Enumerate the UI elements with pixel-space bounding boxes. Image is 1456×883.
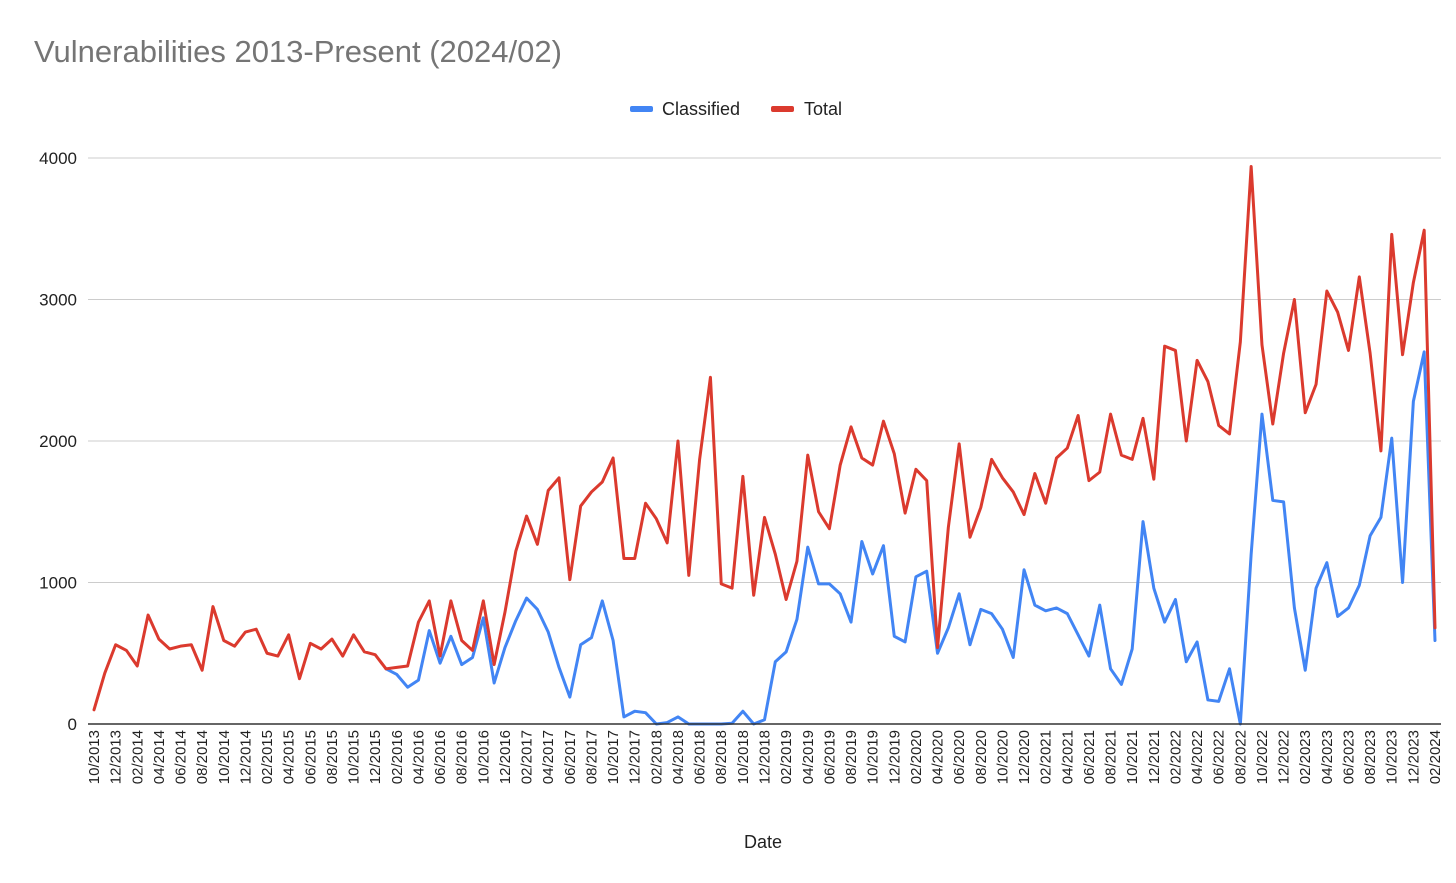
x-tick-label: 08/2021 bbox=[1103, 730, 1120, 784]
x-tick-label: 10/2021 bbox=[1124, 730, 1141, 784]
x-tick-label: 10/2022 bbox=[1254, 730, 1271, 784]
x-tick-label: 02/2016 bbox=[389, 730, 406, 784]
x-tick-label: 12/2015 bbox=[367, 730, 384, 784]
legend-label-total: Total bbox=[804, 99, 842, 119]
series-line-total[interactable] bbox=[92, 164, 1437, 712]
x-tick-label: 02/2018 bbox=[648, 730, 665, 784]
x-tick-label: 08/2014 bbox=[194, 730, 211, 784]
x-tick-label: 06/2022 bbox=[1211, 730, 1228, 784]
x-tick-label: 02/2024 bbox=[1427, 730, 1444, 784]
x-tick-label: 04/2015 bbox=[281, 730, 298, 784]
x-tick-label: 08/2015 bbox=[324, 730, 341, 784]
x-tick-label: 12/2022 bbox=[1276, 730, 1293, 784]
x-tick-label: 10/2014 bbox=[216, 730, 233, 784]
x-tick-label: 06/2015 bbox=[302, 730, 319, 784]
x-tick-label: 08/2020 bbox=[973, 730, 990, 784]
x-tick-label: 02/2020 bbox=[908, 730, 925, 784]
x-tick-label: 12/2018 bbox=[757, 730, 774, 784]
x-tick-label: 04/2021 bbox=[1059, 730, 1076, 784]
y-tick-label: 2000 bbox=[39, 432, 77, 451]
legend-label-classified: Classified bbox=[662, 99, 740, 119]
x-tick-label: 06/2016 bbox=[432, 730, 449, 784]
x-tick-label: 04/2014 bbox=[151, 730, 168, 784]
x-axis-title: Date bbox=[744, 832, 782, 852]
x-tick-label: 02/2015 bbox=[259, 730, 276, 784]
x-tick-label: 06/2021 bbox=[1081, 730, 1098, 784]
y-tick-label: 4000 bbox=[39, 149, 77, 168]
x-tick-label: 12/2021 bbox=[1146, 730, 1163, 784]
x-axis-ticks: 10/2013 12/2013 02/2014 04/2014 06/2014 08/20… bbox=[86, 730, 1444, 784]
gridlines bbox=[88, 157, 1441, 583]
x-tick-label: 04/2016 bbox=[410, 730, 427, 784]
x-tick-label: 08/2023 bbox=[1362, 730, 1379, 784]
x-tick-label: 04/2022 bbox=[1189, 730, 1206, 784]
series-line-classified[interactable] bbox=[384, 350, 1437, 726]
x-tick-label: 10/2017 bbox=[605, 730, 622, 784]
x-tick-label: 12/2019 bbox=[886, 730, 903, 784]
y-tick-label: 0 bbox=[68, 715, 77, 734]
x-tick-label: 10/2013 bbox=[86, 730, 103, 784]
x-tick-label: 06/2014 bbox=[173, 730, 190, 784]
x-tick-label: 08/2022 bbox=[1232, 730, 1249, 784]
x-tick-label: 12/2014 bbox=[237, 730, 254, 784]
x-tick-label: 06/2017 bbox=[562, 730, 579, 784]
x-tick-label: 10/2018 bbox=[735, 730, 752, 784]
x-tick-label: 10/2015 bbox=[346, 730, 363, 784]
x-tick-label: 02/2019 bbox=[778, 730, 795, 784]
x-tick-label: 08/2019 bbox=[843, 730, 860, 784]
legend: Classified Total bbox=[630, 99, 842, 119]
x-tick-label: 10/2023 bbox=[1384, 730, 1401, 784]
x-tick-label: 06/2020 bbox=[951, 730, 968, 784]
x-tick-label: 12/2023 bbox=[1405, 730, 1422, 784]
x-tick-label: 04/2018 bbox=[670, 730, 687, 784]
legend-item-classified[interactable]: Classified bbox=[630, 99, 740, 119]
x-tick-label: 04/2019 bbox=[800, 730, 817, 784]
x-tick-label: 10/2019 bbox=[865, 730, 882, 784]
x-tick-label: 10/2016 bbox=[475, 730, 492, 784]
y-tick-label: 3000 bbox=[39, 291, 77, 310]
series-lines bbox=[92, 164, 1437, 726]
x-tick-label: 04/2020 bbox=[930, 730, 947, 784]
legend-swatch-total bbox=[771, 106, 794, 112]
legend-item-total[interactable]: Total bbox=[771, 99, 842, 119]
x-tick-label: 06/2019 bbox=[821, 730, 838, 784]
chart-title: Vulnerabilities 2013-Present (2024/02) bbox=[34, 34, 562, 69]
x-tick-label: 02/2017 bbox=[519, 730, 536, 784]
legend-swatch-classified bbox=[630, 106, 653, 112]
x-tick-label: 12/2020 bbox=[1016, 730, 1033, 784]
x-tick-label: 02/2022 bbox=[1167, 730, 1184, 784]
x-tick-label: 10/2020 bbox=[994, 730, 1011, 784]
x-tick-label: 06/2018 bbox=[692, 730, 709, 784]
y-tick-label: 1000 bbox=[39, 574, 77, 593]
x-tick-label: 12/2013 bbox=[108, 730, 125, 784]
x-tick-label: 08/2017 bbox=[583, 730, 600, 784]
x-tick-label: 08/2018 bbox=[713, 730, 730, 784]
x-tick-label: 12/2016 bbox=[497, 730, 514, 784]
x-tick-label: 06/2023 bbox=[1340, 730, 1357, 784]
x-tick-label: 04/2023 bbox=[1319, 730, 1336, 784]
x-tick-label: 02/2021 bbox=[1038, 730, 1055, 784]
x-tick-label: 08/2016 bbox=[454, 730, 471, 784]
x-tick-label: 02/2014 bbox=[129, 730, 146, 784]
y-axis-ticks: 0 1000 2000 3000 4000 bbox=[39, 149, 77, 734]
x-tick-label: 12/2017 bbox=[627, 730, 644, 784]
x-tick-label: 02/2023 bbox=[1297, 730, 1314, 784]
x-tick-label: 04/2017 bbox=[540, 730, 557, 784]
